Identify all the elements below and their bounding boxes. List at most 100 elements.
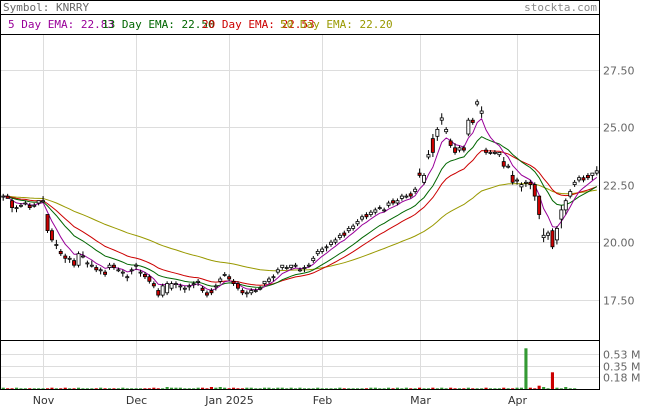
candle	[448, 138, 453, 148]
volume-bar	[418, 387, 422, 389]
candle	[581, 175, 586, 183]
candle	[156, 288, 161, 298]
candle	[399, 193, 404, 201]
candle	[103, 269, 107, 277]
price-tick-label: 22.50	[603, 180, 635, 193]
volume-bar	[426, 388, 430, 390]
candle-body	[169, 283, 174, 289]
candle-body	[107, 264, 112, 268]
volume-bar	[15, 387, 19, 389]
candle	[435, 127, 440, 141]
volume-bar	[214, 387, 218, 389]
volume-bar	[165, 387, 169, 389]
candle-body	[293, 264, 298, 267]
volume-bar	[329, 388, 333, 390]
candle	[351, 223, 356, 231]
candle-body	[590, 172, 595, 176]
candle	[497, 151, 502, 157]
candle	[360, 214, 364, 222]
candle-body	[333, 239, 338, 243]
candle	[519, 182, 524, 192]
volume-bar	[209, 387, 213, 389]
candle	[337, 232, 342, 240]
volume-bar	[511, 388, 515, 390]
candle-body	[147, 276, 152, 282]
candle	[231, 279, 236, 286]
candle-body	[337, 234, 342, 239]
candle	[501, 157, 506, 169]
candle	[182, 285, 187, 293]
candle	[484, 147, 488, 155]
candle	[107, 262, 112, 270]
candle	[395, 198, 400, 206]
volume-bar	[497, 388, 501, 390]
candle-body	[5, 195, 10, 199]
candle	[200, 285, 205, 293]
candle-body	[426, 154, 431, 158]
volume-bar	[559, 388, 563, 390]
candle	[244, 290, 249, 298]
legend-ema20: 20 Day EMA: 22.53	[202, 18, 315, 31]
candle	[577, 175, 581, 183]
volume-bar	[373, 387, 377, 389]
candle-body	[271, 276, 276, 279]
volume-bar	[294, 388, 298, 390]
candle-body	[377, 207, 382, 210]
volume-bar	[342, 388, 346, 390]
candle-body	[577, 177, 581, 181]
volume-bar	[99, 387, 103, 389]
volume-bar	[285, 388, 289, 390]
volume-bar	[311, 388, 315, 390]
candle	[289, 264, 294, 270]
candle	[453, 143, 457, 155]
candle	[355, 219, 360, 227]
candle-body	[395, 200, 400, 204]
candle-body	[266, 278, 271, 282]
candle-body	[470, 119, 475, 123]
volume-bar	[90, 388, 94, 390]
candle-body	[386, 202, 391, 206]
candle	[439, 113, 444, 125]
candle	[45, 214, 50, 233]
candle	[302, 265, 307, 273]
x-tick-label: Jan 2025	[204, 394, 253, 406]
candle	[342, 230, 347, 238]
volume-bar	[23, 388, 27, 390]
volume-grid	[1, 341, 599, 389]
candle-body	[360, 216, 364, 220]
candle	[178, 283, 183, 291]
volume-bar	[116, 388, 120, 390]
volume-bar	[19, 388, 23, 390]
price-axis: 27.50 25.00 22.50 20.00 17.50	[603, 65, 635, 308]
candle	[594, 166, 599, 176]
candle	[568, 189, 573, 199]
candle	[537, 195, 542, 220]
candle	[173, 281, 178, 289]
candle-body	[258, 287, 263, 290]
volume-bar	[236, 388, 240, 390]
candle	[488, 150, 493, 155]
candle	[36, 200, 41, 206]
candle	[76, 251, 81, 268]
volume-bar	[68, 388, 72, 390]
candle-body	[284, 267, 289, 269]
volume-bar	[192, 388, 196, 390]
candle-body	[457, 147, 462, 151]
candle-body	[98, 269, 103, 272]
candle-body	[275, 269, 280, 273]
candle-body	[94, 267, 99, 271]
volume-bar	[528, 387, 532, 389]
candle-body	[289, 264, 294, 268]
candle-body	[1, 195, 6, 198]
candle	[280, 264, 285, 270]
volume-bar	[302, 388, 306, 390]
candle	[346, 226, 351, 233]
candle	[492, 150, 497, 155]
candle-body	[501, 161, 506, 167]
candle	[297, 267, 302, 273]
candle	[559, 205, 564, 229]
candle-body	[41, 200, 45, 203]
volume-bar	[156, 388, 160, 390]
volume-bar	[515, 387, 519, 389]
candle-body	[23, 202, 28, 205]
